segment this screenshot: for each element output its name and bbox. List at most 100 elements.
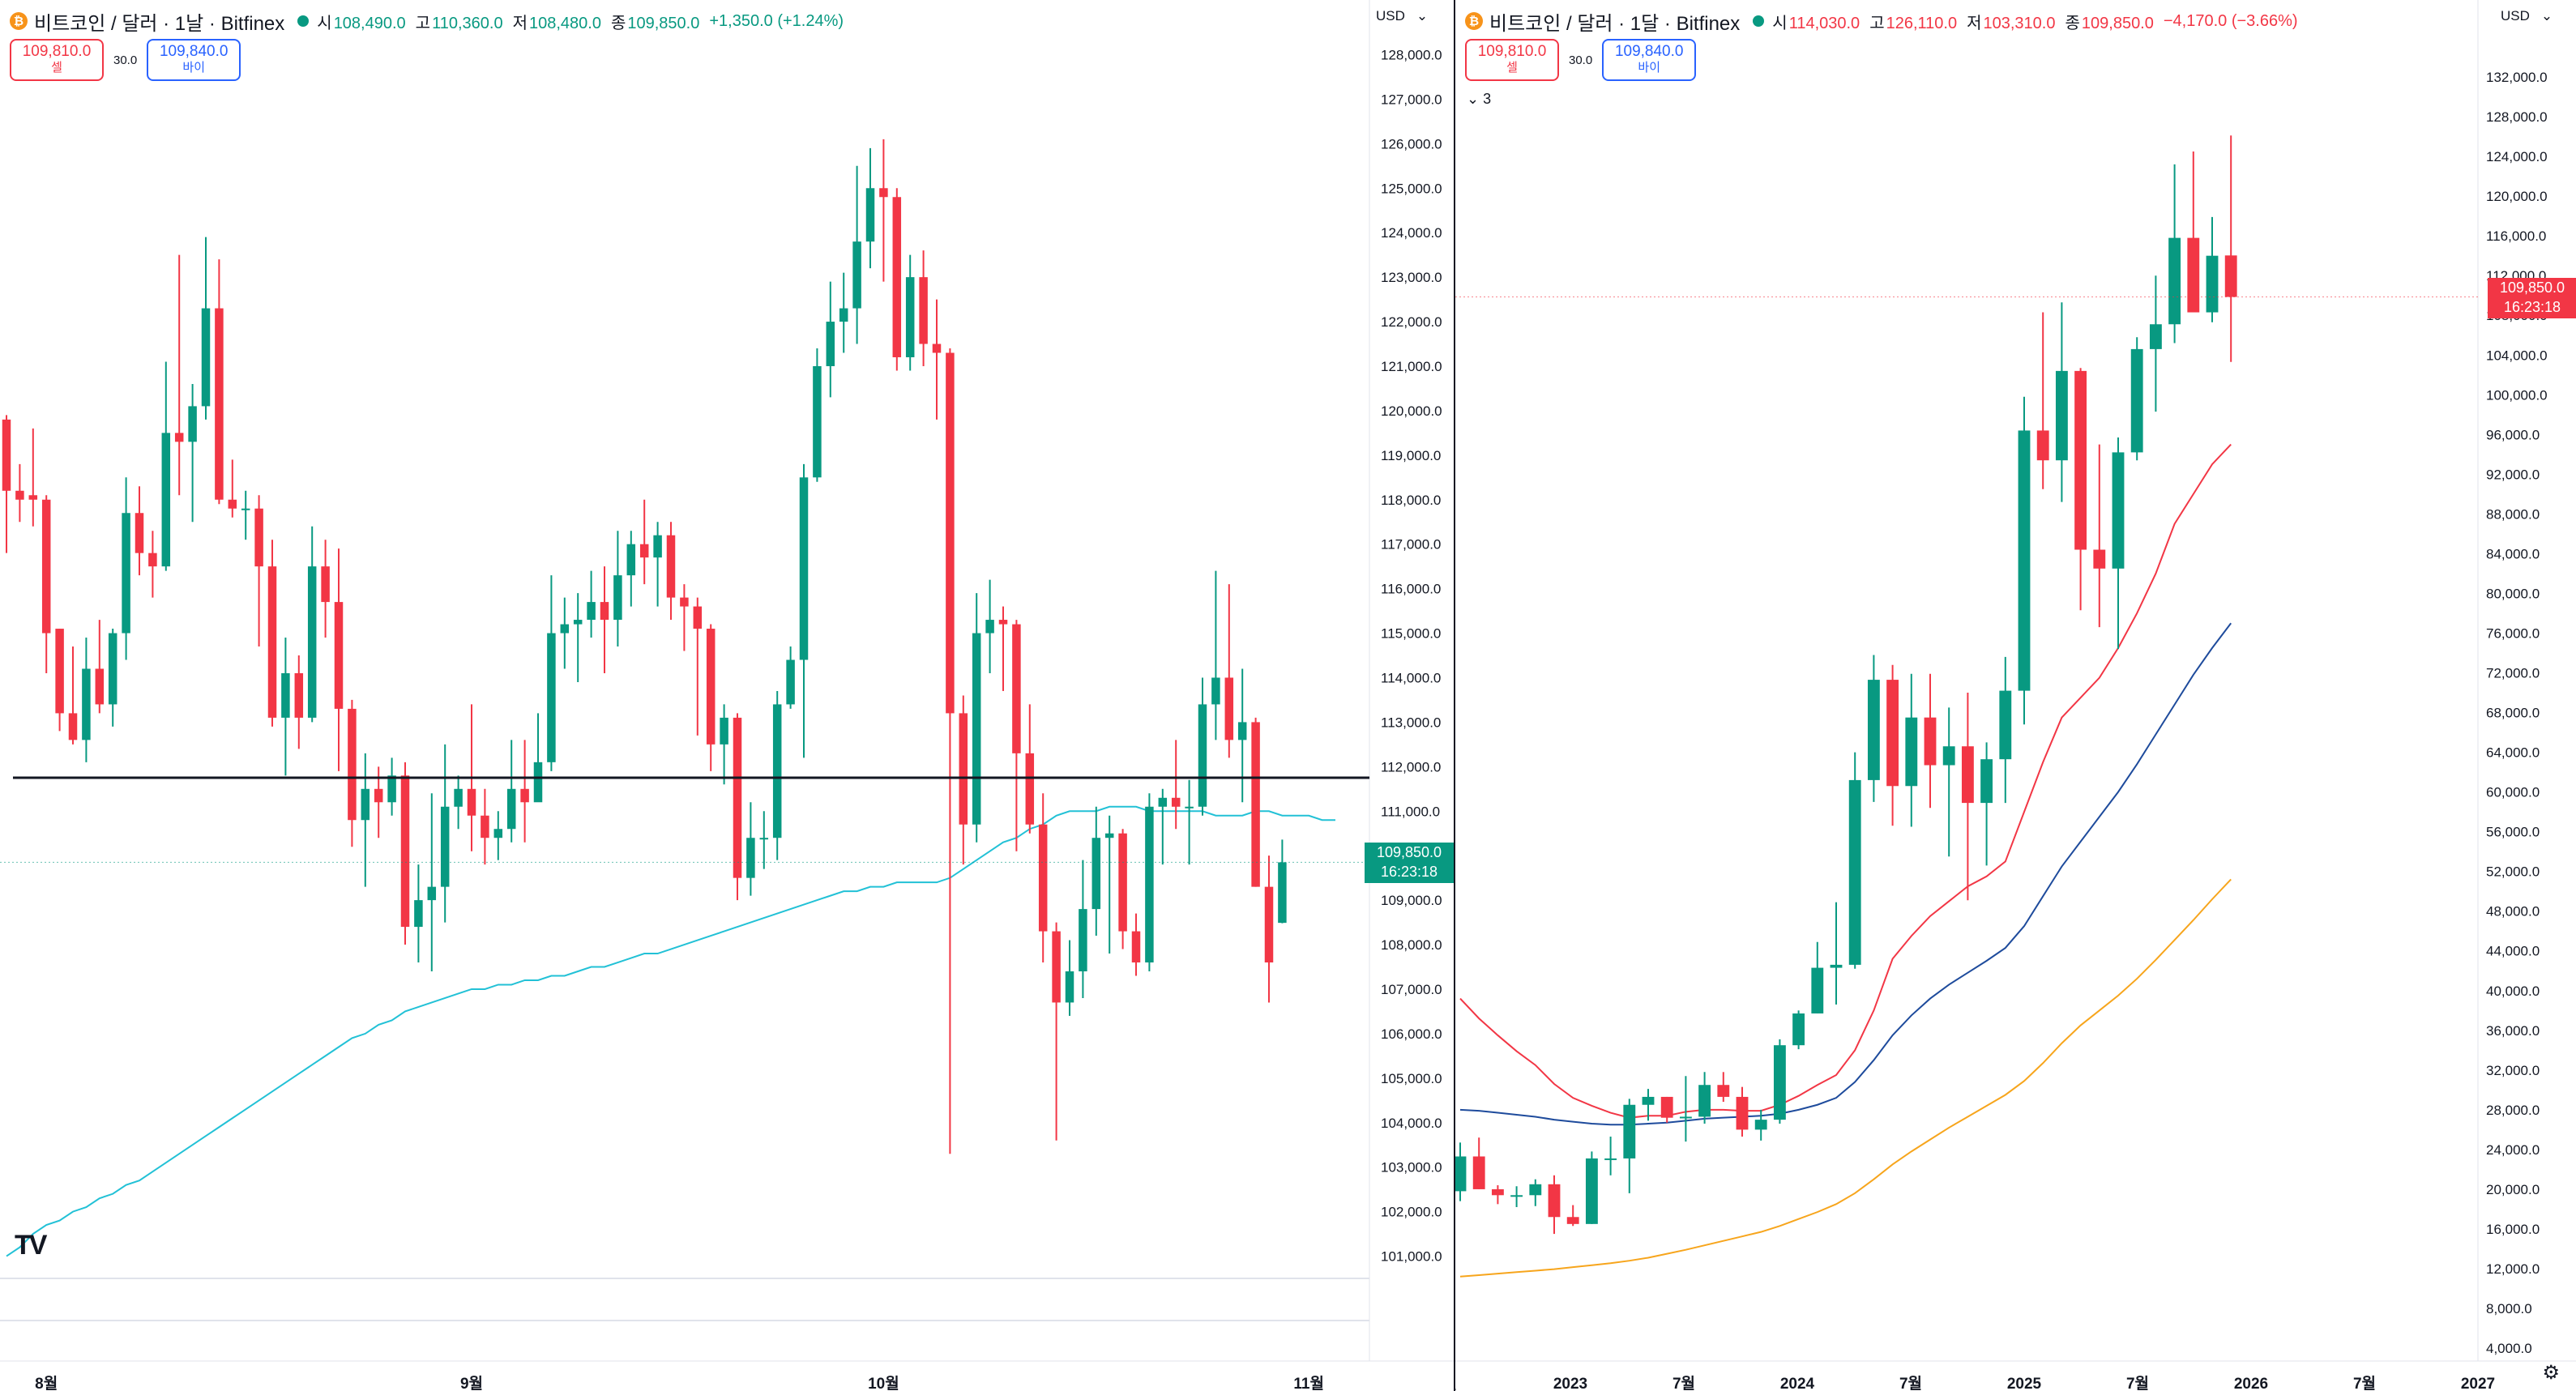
buy-button[interactable]: 109,840.0 바이 [1602,39,1697,81]
settings-gear-icon[interactable]: ⚙ [2542,1362,2560,1384]
y-tick-label: 4,000.0 [2486,1341,2532,1356]
candle-body [440,806,450,887]
x-tick-label: 10월 [868,1375,899,1391]
candle-body [560,624,570,634]
candle-body [2130,348,2143,453]
candle-body [2224,255,2237,297]
right-ohlc-open: 시 114,030.0 [1772,14,1860,32]
candle-body [998,620,1008,625]
monthly-chart-panel[interactable]: 4,000.0 8,000.0 12,000.0 16,000.0 20,000.0 24… [1455,0,2576,1391]
x-tick-label: 8월 [35,1375,58,1391]
candle-body [959,713,968,825]
candle-body [1848,779,1861,965]
sell-button[interactable]: 109,810.0 셀 [1465,39,1559,81]
y-tick-label: 115,000.0 [1381,626,1441,642]
candle-body [1185,806,1194,809]
candle-body [454,788,463,807]
y-tick-label: 84,000.0 [2486,546,2540,561]
candle-body [1623,1104,1636,1158]
candle-body [1961,746,1974,804]
moving-average-line [1459,443,2232,1119]
y-tick-label: 124,000.0 [2486,149,2548,164]
candle-body [334,602,344,709]
candle-body [1980,759,1993,804]
candle-body [786,659,795,705]
y-tick-label: 116,000.0 [2486,228,2546,244]
candle-body [467,788,476,816]
candle-body [1025,753,1035,825]
candle-body [919,277,928,344]
y-tick-label: 122,000.0 [1381,314,1442,330]
left-currency-selector[interactable]: USD ⌄ [1376,8,1429,23]
right-symbol-title[interactable]: 비트코인 / 달러 · 1달 · Bitfinex [1489,12,1741,35]
y-tick-label: 24,000.0 [2486,1142,2540,1158]
candle-body [1491,1188,1504,1196]
left-trade-buttons: 109,810.0 셀 30.0 109,840.0 바이 [10,39,241,81]
moving-average-line [1459,878,2232,1278]
candle-body [946,352,955,714]
candle-body [1472,1156,1485,1189]
y-tick-label: 123,000.0 [1381,270,1442,285]
candle-body [215,308,224,500]
candle-body [1224,677,1234,740]
candle-body [1773,1045,1786,1120]
candle-body [321,566,330,603]
candle-body [1604,1158,1617,1160]
left-symbol-header: ₿ 비트코인 / 달러 · 1날 · Bitfinex 시 108,490.0 고… [10,6,853,36]
candle-body [600,602,609,621]
x-tick-label: 9월 [460,1375,483,1391]
candle-body [1131,931,1141,963]
candle-body [348,708,357,821]
y-tick-label: 108,000.0 [1381,937,1442,953]
y-tick-label: 40,000.0 [2486,984,2540,999]
candle-body [506,788,516,830]
y-tick-label: 20,000.0 [2486,1182,2540,1197]
y-tick-label: 44,000.0 [2486,944,2540,959]
left-symbol-title[interactable]: 비트코인 / 달러 · 1날 · Bitfinex [34,12,285,35]
indicator-collapse-toggle[interactable]: ⌄ 3 [1467,91,1492,107]
y-tick-label: 114,000.0 [1381,670,1441,685]
candle-body [374,788,383,803]
candle-body [613,575,622,621]
y-tick-label: 124,000.0 [1381,225,1442,241]
candle-body [1754,1120,1767,1130]
candle-body [1198,704,1207,807]
candle-body [108,633,117,705]
candle-body [1905,717,1918,787]
x-tick-label: 7월 [1899,1375,1922,1391]
right-currency-selector[interactable]: USD ⌄ [2501,8,2553,23]
chevron-down-icon: ⌄ [1416,8,1429,23]
candle-body [639,544,649,558]
y-tick-label: 118,000.0 [1381,493,1441,508]
candle-body [294,672,304,718]
candle-body [1548,1184,1561,1218]
sell-button[interactable]: 109,810.0 셀 [10,39,104,81]
monthly-chart-svg[interactable]: 4,000.0 8,000.0 12,000.0 16,000.0 20,000.0 24… [1455,0,2576,1391]
buy-button[interactable]: 109,840.0 바이 [147,39,241,81]
y-tick-label: 116,000.0 [1381,582,1441,597]
left-ohlc-high: 고 110,360.0 [415,14,503,32]
candle-body [228,499,237,509]
y-tick-label: 68,000.0 [2486,706,2540,721]
right-ohlc-close: 종 109,850.0 [2065,14,2154,32]
y-tick-label: 127,000.0 [1381,92,1442,107]
candle-body [1091,838,1101,910]
tradingview-logo-icon[interactable]: TV [15,1230,47,1261]
panel-divider[interactable] [1454,0,1455,1391]
x-tick-label: 2025 [2007,1376,2042,1391]
candle-body [1566,1217,1579,1224]
candle-body [852,241,861,309]
y-tick-label: 60,000.0 [2486,785,2540,800]
candle-body [174,433,184,442]
candle-body [892,197,902,357]
daily-chart-svg[interactable]: 101,000.0 102,000.0 103,000.0 104,000.0 105,… [0,0,1454,1391]
candle-body [361,788,370,821]
left-ohlc-close: 종 109,850.0 [610,14,700,32]
candle-body [1171,797,1181,807]
daily-chart-panel[interactable]: 101,000.0 102,000.0 103,000.0 104,000.0 105,… [0,0,1454,1391]
right-symbol-header: ₿ 비트코인 / 달러 · 1달 · Bitfinex 시 114,030.0 고… [1465,6,2308,36]
candle-body [1830,964,1843,968]
market-open-status-icon [1753,15,1765,27]
y-tick-label: 64,000.0 [2486,745,2540,761]
candle-body [547,633,556,762]
